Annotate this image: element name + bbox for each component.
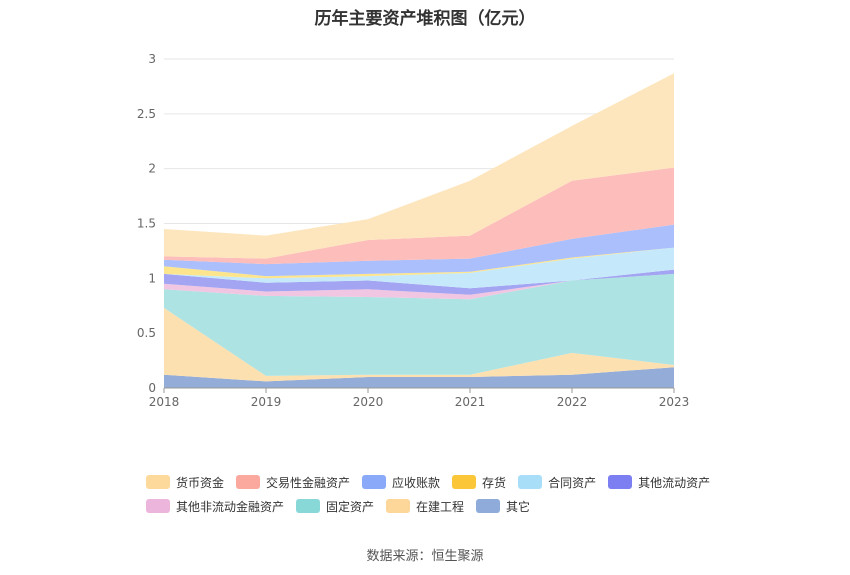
legend-label: 固定资产	[326, 499, 375, 514]
x-tick-label: 2020	[353, 395, 384, 409]
legend-swatch	[518, 475, 543, 489]
area-series-3	[164, 273, 674, 300]
legend-label: 其他非流动金融资产	[176, 499, 285, 514]
x-tick-label: 2022	[557, 395, 588, 409]
legend-item[interactable]: 存货	[452, 474, 506, 491]
area-series-1	[164, 307, 674, 382]
area-series-0	[164, 367, 674, 388]
legend-swatch	[362, 475, 387, 489]
area-series-2	[164, 273, 674, 376]
legend-item[interactable]: 合同资产	[518, 474, 596, 491]
legend-item[interactable]: 应收账款	[362, 474, 440, 491]
legend-label: 在建工程	[416, 499, 465, 514]
y-tick-label: 0	[148, 381, 156, 395]
legend-label: 交易性金融资产	[266, 475, 351, 490]
chart-title: 历年主要资产堆积图（亿元）	[314, 9, 536, 29]
legend-label: 其它	[506, 499, 531, 514]
data-source-note: 数据来源：恒生聚源	[366, 549, 484, 564]
legend-row: 其他非流动金融资产 固定资产 在建工程 其它	[146, 494, 746, 518]
y-tick-label: 1.5	[137, 217, 156, 231]
y-tick-label: 2	[148, 162, 156, 176]
legend-swatch	[146, 475, 170, 489]
legend-item[interactable]: 其他流动资产	[608, 474, 710, 491]
y-tick-label: 2.5	[137, 107, 156, 121]
legend-item[interactable]: 交易性金融资产	[236, 474, 350, 491]
legend-label: 应收账款	[392, 475, 441, 490]
legend-swatch	[452, 475, 477, 489]
area-series-8	[164, 167, 674, 265]
x-tick-label: 2019	[251, 395, 282, 409]
legend-item[interactable]: 固定资产	[296, 498, 374, 515]
legend-swatch	[296, 499, 321, 513]
area-series-4	[164, 269, 674, 295]
legend-item[interactable]: 其他非流动金融资产	[146, 498, 284, 515]
legend-item[interactable]: 其它	[476, 498, 530, 515]
legend-swatch	[236, 475, 261, 489]
y-tick-label: 1	[148, 271, 156, 285]
legend-label: 其他流动资产	[638, 475, 711, 490]
legend-swatch	[386, 499, 411, 513]
area-series-6	[164, 247, 674, 279]
x-tick-label: 2023	[659, 395, 690, 409]
y-tick-label: 0.5	[137, 326, 156, 340]
legend-label: 合同资产	[548, 475, 597, 490]
legend-row: 货币资金 交易性金融资产 应收账款 存货 合同资产 其他流动资产	[146, 470, 746, 494]
legend-swatch	[146, 499, 170, 513]
x-tick-label: 2018	[149, 395, 180, 409]
x-tick-label: 2021	[455, 395, 486, 409]
legend-item[interactable]: 货币资金	[146, 474, 224, 491]
legend-item[interactable]: 在建工程	[386, 498, 464, 515]
area-series-5	[164, 247, 674, 289]
legend-label: 货币资金	[176, 475, 225, 490]
area-series-9	[164, 73, 674, 259]
area-series-7	[164, 224, 674, 277]
legend-label: 存货	[482, 475, 507, 490]
chart-legend: 货币资金 交易性金融资产 应收账款 存货 合同资产 其他流动资产 其他非流动金融资产 固定资…	[146, 470, 746, 518]
legend-swatch	[608, 475, 633, 489]
legend-swatch	[476, 499, 501, 513]
y-tick-label: 3	[148, 52, 156, 66]
